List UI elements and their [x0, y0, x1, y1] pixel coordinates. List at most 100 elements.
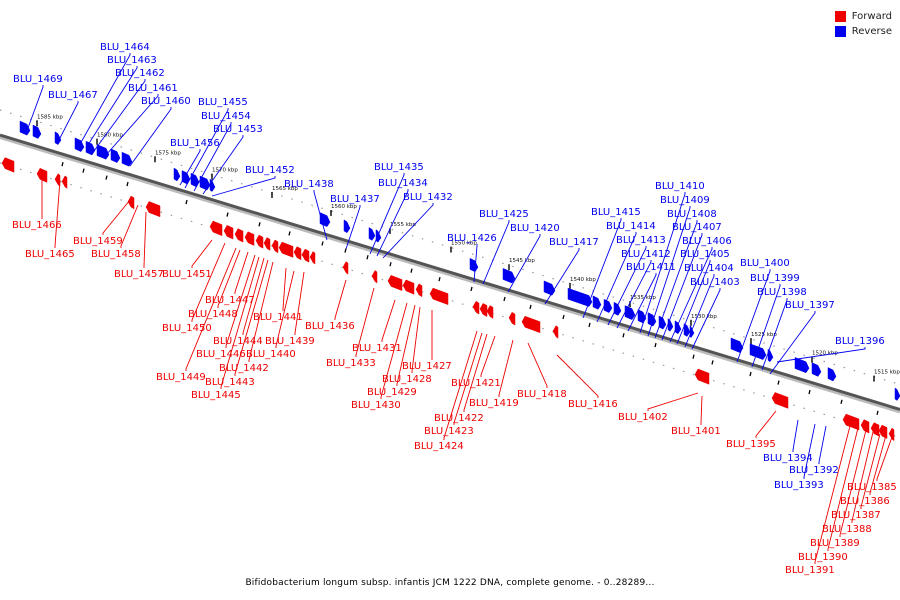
leader-line — [691, 288, 721, 350]
legend-forward-label: Forward — [851, 11, 892, 22]
leader-line — [498, 339, 514, 397]
reverse-gene — [658, 315, 667, 330]
forward-gene — [402, 279, 415, 295]
reverse-gene — [469, 257, 479, 273]
leader-line — [661, 233, 703, 341]
leader-line — [869, 434, 887, 495]
forward-gene — [508, 311, 516, 326]
reverse-gene — [209, 178, 216, 192]
gene-label: BLU_1390 — [798, 552, 848, 563]
tick-label: 1550 kbp — [451, 241, 477, 247]
forward-gene — [36, 167, 48, 183]
leader-line — [556, 354, 599, 398]
reverse-gene — [368, 227, 376, 241]
gene-label: BLU_1422 — [434, 413, 484, 424]
backbone-shadow — [0, 135, 900, 414]
forward-swatch — [834, 11, 846, 22]
leader-line — [27, 85, 44, 129]
gene-label: BLU_1434 — [378, 178, 428, 189]
junction-mark — [321, 241, 324, 246]
leader-line — [480, 335, 496, 377]
reverse-gene — [624, 305, 636, 320]
leader-line — [193, 122, 232, 192]
gene-label: BLU_1464 — [100, 42, 150, 53]
leader-line — [700, 395, 703, 425]
forward-gene — [54, 173, 61, 187]
leader-line — [453, 332, 483, 425]
junction-mark — [654, 342, 657, 348]
junction-mark — [470, 286, 473, 292]
gene-label: BLU_1398 — [757, 287, 807, 298]
gene-labels: BLU_1469 BLU_1467 BLU_1464 BLU_1463 BLU_1462… — [12, 42, 897, 576]
leader-line — [105, 94, 159, 156]
tick-label: 1555 kbp — [390, 222, 416, 228]
leader-line — [803, 423, 816, 479]
gene-label: BLU_1467 — [48, 90, 98, 101]
leader-line — [827, 427, 859, 551]
forward-gene — [694, 368, 710, 385]
reverse-gene — [343, 219, 351, 234]
forward-gene — [61, 175, 68, 189]
gene-label: BLU_1423 — [424, 426, 474, 437]
leader-line — [607, 246, 647, 326]
junction-mark — [126, 181, 129, 187]
genome-backbone — [0, 109, 900, 439]
gene-label: BLU_1392 — [789, 465, 839, 476]
forward-gene — [234, 228, 244, 243]
gene-label: BLU_1457 — [114, 269, 164, 280]
junction-mark — [876, 410, 879, 415]
junction-mark — [840, 399, 843, 404]
leader-line — [355, 287, 375, 357]
reverse-gene — [96, 144, 110, 160]
gene-label: BLU_1440 — [246, 349, 296, 360]
tick-label: 1575 kbp — [155, 150, 181, 156]
gene-label: BLU_1407 — [672, 222, 722, 233]
forward-guide-line — [0, 162, 900, 439]
leader-line — [507, 234, 541, 293]
gene-label: BLU_1404 — [684, 263, 734, 274]
gene-label: BLU_1405 — [680, 249, 730, 260]
leader-line — [143, 211, 147, 268]
gene-label: BLU_1406 — [682, 236, 732, 247]
forward-gene — [255, 234, 264, 249]
leader-line — [527, 342, 548, 388]
junction-mark — [749, 371, 752, 377]
forward-gene — [145, 201, 161, 218]
gene-label: BLU_1445 — [191, 390, 241, 401]
gene-label: BLU_1412 — [621, 249, 671, 260]
leader-line — [616, 260, 652, 329]
leader-line — [217, 249, 241, 308]
forward-gene — [223, 224, 234, 240]
leader-line — [202, 135, 244, 195]
leader-line — [596, 232, 637, 323]
reverse-gene — [894, 387, 900, 401]
gene-label: BLU_1417 — [549, 237, 599, 248]
leader-line — [582, 218, 622, 319]
legend: Forward Reverse — [834, 9, 892, 39]
gene-label: BLU_1446 — [196, 349, 246, 360]
leader-line — [818, 425, 827, 464]
gene-label: BLU_1453 — [213, 124, 263, 135]
forward-gene — [878, 424, 888, 439]
reverse-gene — [613, 301, 622, 316]
leader-line — [380, 302, 408, 399]
forward-gene — [521, 315, 541, 334]
reverse-swatch — [834, 26, 846, 37]
forward-gene — [486, 305, 494, 319]
reverse-gene — [181, 170, 191, 185]
reverse-gene — [74, 137, 85, 152]
gene-label: BLU_1393 — [774, 480, 824, 491]
gene-label: BLU_1391 — [785, 565, 835, 576]
leader-line — [654, 220, 698, 339]
junction-mark — [226, 212, 229, 217]
gene-label: BLU_1444 — [213, 336, 263, 347]
leader-line — [755, 410, 777, 438]
leader-line — [78, 53, 131, 147]
leader-line — [860, 433, 881, 509]
gene-label: BLU_1421 — [451, 378, 501, 389]
forward-gene — [387, 275, 403, 291]
leader-line — [851, 431, 874, 523]
gene-label: BLU_1463 — [107, 55, 157, 66]
gene-label: BLU_1395 — [726, 439, 776, 450]
reverse-gene — [32, 124, 42, 139]
